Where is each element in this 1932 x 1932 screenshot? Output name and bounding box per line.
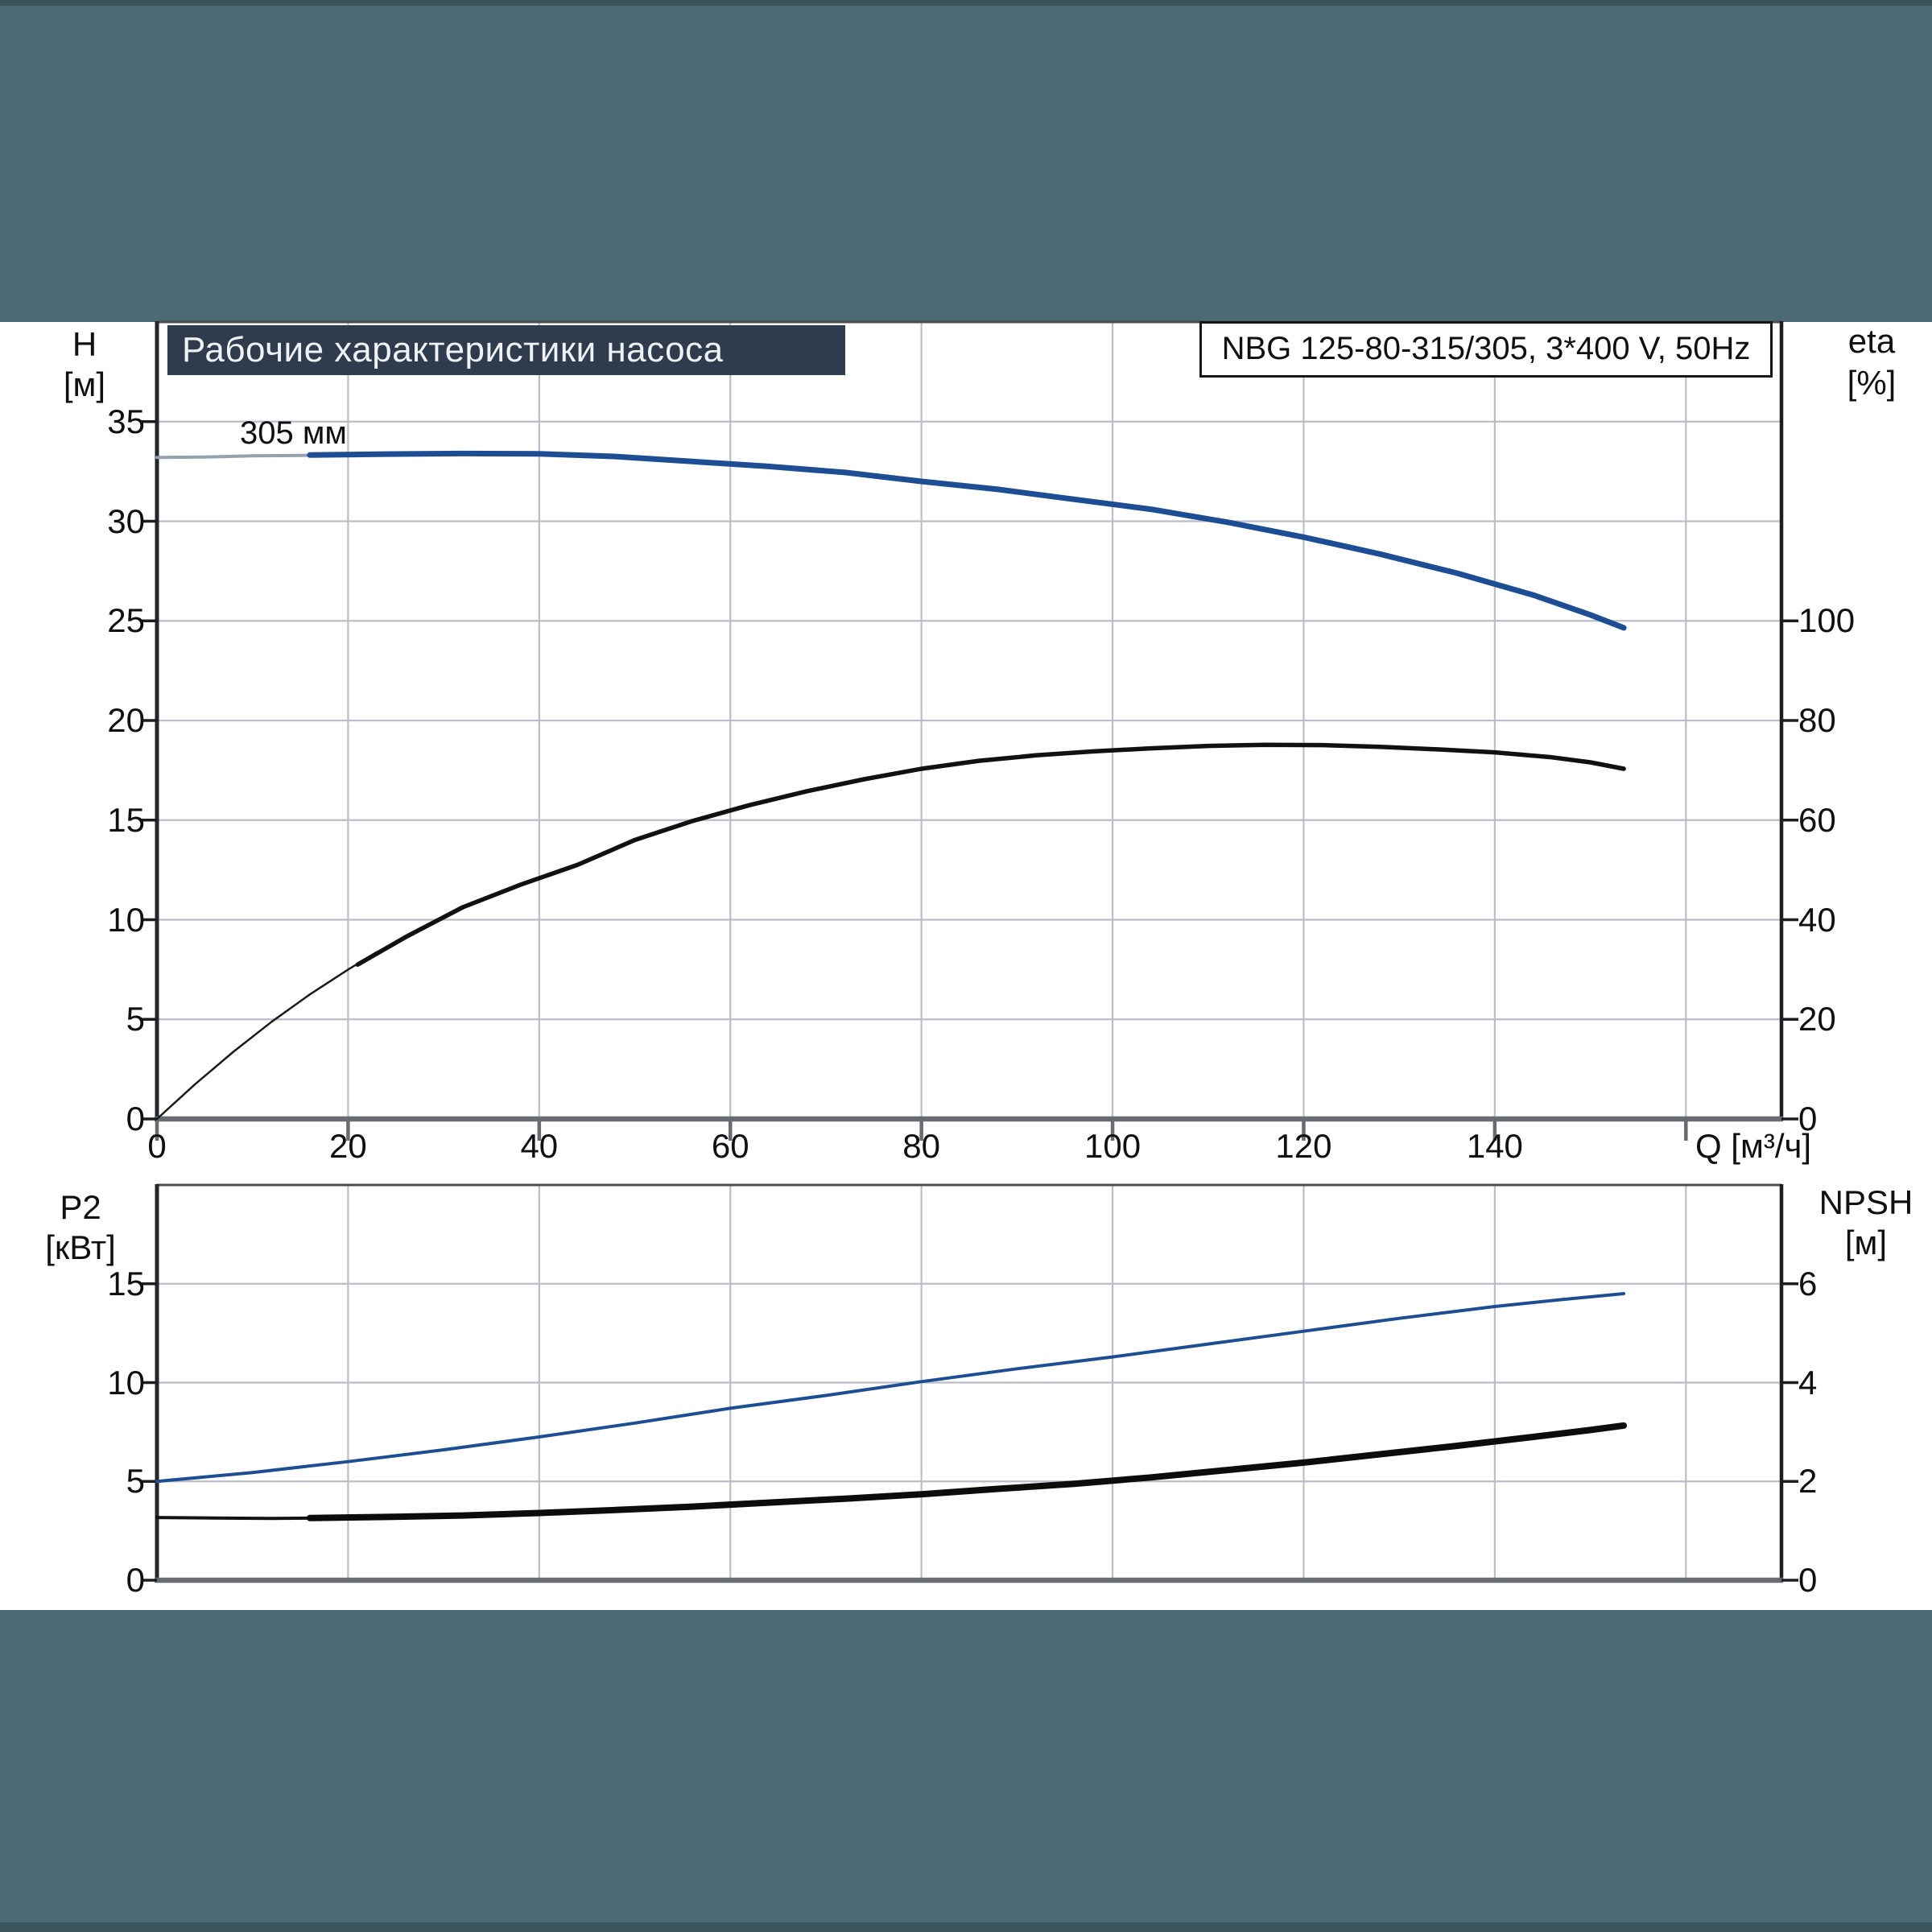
y-left-tick-label: 15 [107,1264,145,1302]
y-right-tick-label: 0 [1798,1100,1818,1137]
y-left-tick-label: 15 [107,800,145,839]
y-left-tick-label: 0 [126,1561,145,1599]
y-right-tick-label: 4 [1798,1363,1818,1402]
y-left-tick-label: 5 [126,1000,145,1038]
x-tick-label: 140 [1466,1127,1523,1165]
h-axis-unit: [м] [63,365,106,403]
x-tick-label: 100 [1084,1127,1141,1165]
y-right-tick-label: 2 [1798,1462,1818,1501]
x-tick-label: 120 [1275,1127,1332,1165]
x-tick-label: 60 [711,1127,749,1165]
eta-axis-name: eta [1847,322,1896,360]
y-left-tick-label: 20 [107,701,145,739]
y-left-tick-label: 30 [107,502,145,540]
p2-axis-unit: [кВт] [45,1228,116,1266]
x-tick-label: 0 [147,1127,167,1165]
impeller-diameter-label: 305 мм [240,415,347,451]
chart-sheet [0,322,1932,1610]
y-right-tick-label: 60 [1798,800,1836,839]
eta-axis-unit: [%] [1847,364,1897,402]
y-left-tick-label: 35 [107,402,145,440]
x-tick-label: 40 [520,1127,559,1165]
q-axis-label: Q [м³/ч] [1695,1127,1812,1165]
y-right-tick-label: 0 [1798,1561,1818,1599]
bottom-edge-strip [0,1922,1932,1932]
y-right-tick-label: 80 [1798,701,1836,739]
npsh-axis-name: NPSH [1818,1183,1913,1221]
y-left-tick-label: 25 [107,601,145,640]
top-edge-strip [0,0,1932,6]
page-title: Рабочие характеристики насоса [167,325,845,375]
x-tick-label: 20 [329,1127,367,1165]
y-right-tick-label: 40 [1798,900,1836,939]
x-tick-label: 80 [902,1127,940,1165]
y-left-tick-label: 0 [126,1100,145,1137]
y-left-tick-label: 10 [107,1363,145,1402]
y-left-tick-label: 5 [126,1462,145,1501]
y-right-tick-label: 100 [1798,601,1856,640]
y-right-tick-label: 6 [1798,1264,1818,1302]
npsh-axis-unit: [м] [1844,1224,1888,1261]
y-left-tick-label: 10 [107,900,145,939]
pump-model-badge: NBG 125-80-315/305, 3*400 V, 50Hz [1199,321,1773,378]
y-right-tick-label: 20 [1798,1000,1836,1038]
p2-axis-name: P2 [60,1188,101,1226]
h-axis-name: H [72,325,97,363]
